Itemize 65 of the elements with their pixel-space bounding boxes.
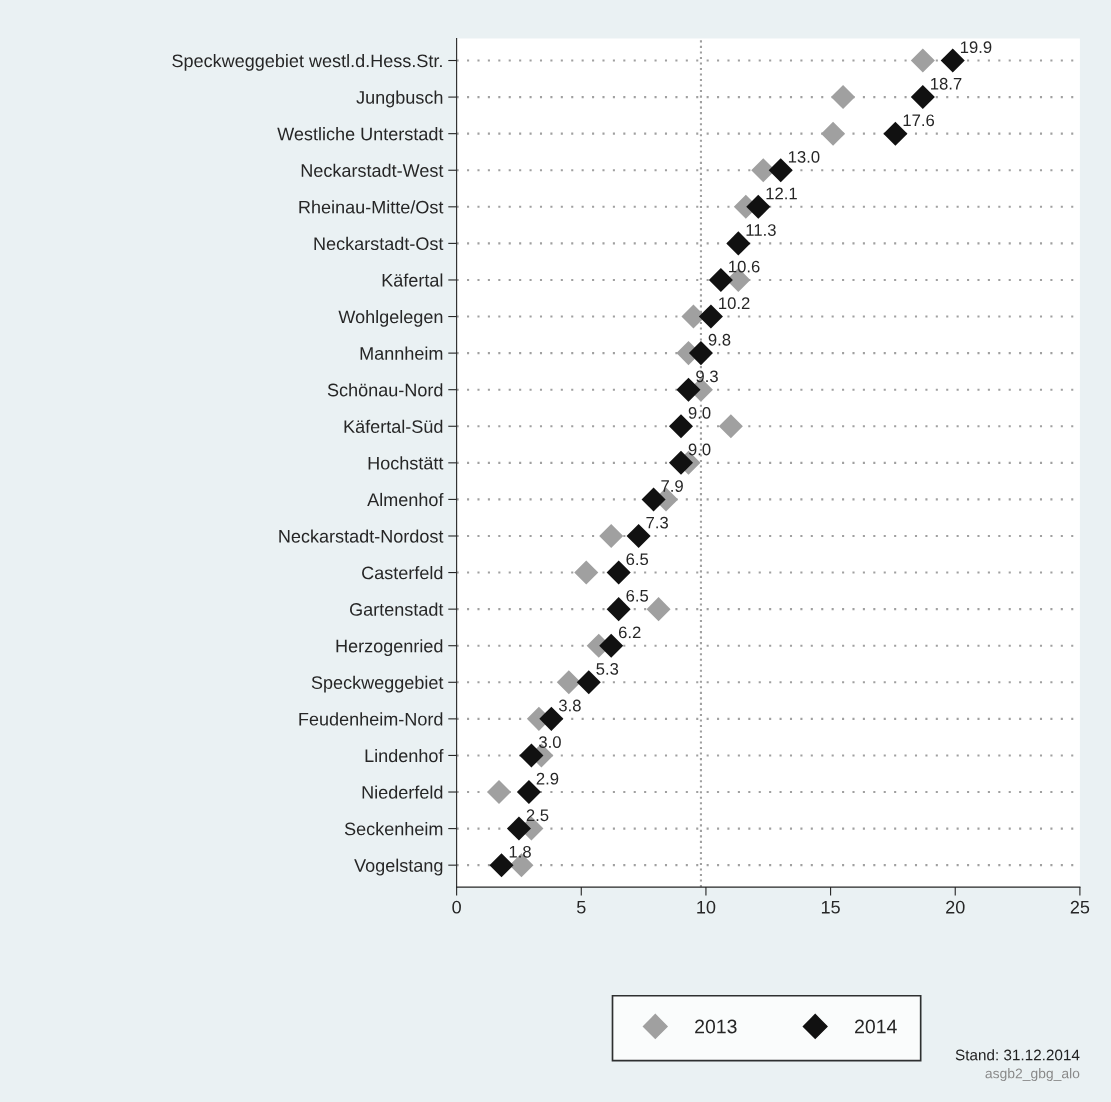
y-tick-label: Speckweggebiet (311, 675, 444, 693)
y-tick-label: Lindenhof (365, 748, 444, 763)
data-label: 9.0 (688, 443, 711, 456)
data-label: 11.3 (746, 224, 776, 236)
data-label: 12.1 (766, 187, 797, 200)
y-tick-label: Käfertal-Süd (344, 419, 443, 433)
y-tick-label: Speckweggebiet westl.d.Hess.Str. (172, 53, 442, 71)
point (574, 560, 599, 585)
data-label: 6.2 (618, 626, 641, 639)
point (831, 85, 856, 110)
y-tick-label: Käfertal (382, 273, 443, 287)
y-tick-label: Almenhof (367, 492, 444, 507)
text: asgb2_gbg_alo (985, 1068, 1080, 1082)
data-label: 9.8 (708, 333, 731, 346)
data-label: 10.6 (729, 260, 760, 273)
point (486, 779, 512, 805)
data-label: 18.7 (931, 77, 962, 90)
data-label: 6.5 (626, 553, 649, 566)
text: Stand: 31.12.2014 (955, 1049, 1080, 1061)
y-tick-label: Jungbusch (356, 90, 443, 108)
y-tick-label: Neckarstadt-Nordost (279, 529, 444, 543)
point (599, 523, 624, 549)
x-tick-label: 0 (452, 900, 461, 914)
data-label: 9.3 (696, 370, 718, 383)
y-tick-label: Casterfeld (362, 566, 443, 580)
data-label: 1.8 (509, 845, 531, 858)
legend-label: 2014 (855, 1019, 897, 1034)
y-tick-label: Gartenstadt (350, 602, 444, 616)
data-label: 19.9 (960, 41, 992, 54)
y-tick-label: Vogelstang (354, 858, 443, 876)
point (910, 48, 935, 73)
y-tick-label: Feudenheim-Nord (299, 712, 443, 726)
data-label: 2.9 (536, 772, 559, 785)
y-tick-label: Niederfeld (362, 785, 443, 799)
x-tick-label: 20 (946, 900, 965, 914)
y-tick-label: Seckenheim (344, 822, 443, 836)
data-label: 9.0 (688, 407, 711, 419)
data-label: 13.0 (788, 150, 820, 163)
data-label: 3.8 (558, 699, 581, 712)
x-tick-label: 15 (821, 900, 840, 914)
y-tick-label: Mannheim (360, 346, 443, 360)
y-tick-label: Rheinau-Mitte/Ost (299, 200, 444, 214)
data-label: 6.5 (626, 589, 649, 602)
y-tick-label: Herzogenried (336, 639, 443, 656)
point (646, 597, 671, 622)
point (821, 121, 846, 146)
data-label: 7.9 (661, 480, 683, 492)
data-label: 2.5 (526, 809, 549, 822)
x-tick-label: 10 (697, 900, 716, 914)
y-tick-label: Neckarstadt-West (301, 163, 444, 177)
y-tick-label: Neckarstadt-Ost (314, 236, 444, 251)
data-label: 3.0 (538, 736, 561, 748)
y-tick-label: Schönau-Nord (327, 383, 443, 397)
y-tick-label: Westliche Unterstadt (277, 127, 444, 141)
point (556, 670, 581, 695)
data-label: 17.6 (903, 114, 935, 127)
point (718, 414, 743, 439)
data-label: 7.3 (646, 516, 668, 529)
x-tick-label: 5 (576, 900, 586, 914)
x-tick-label: 25 (1070, 900, 1090, 914)
data-label: 5.3 (596, 663, 619, 675)
y-tick-label: Wohlgelegen (338, 310, 443, 327)
legend-label: 2013 (695, 1019, 737, 1034)
y-tick-label: Hochstätt (368, 456, 444, 470)
data-label: 10.2 (719, 297, 750, 310)
